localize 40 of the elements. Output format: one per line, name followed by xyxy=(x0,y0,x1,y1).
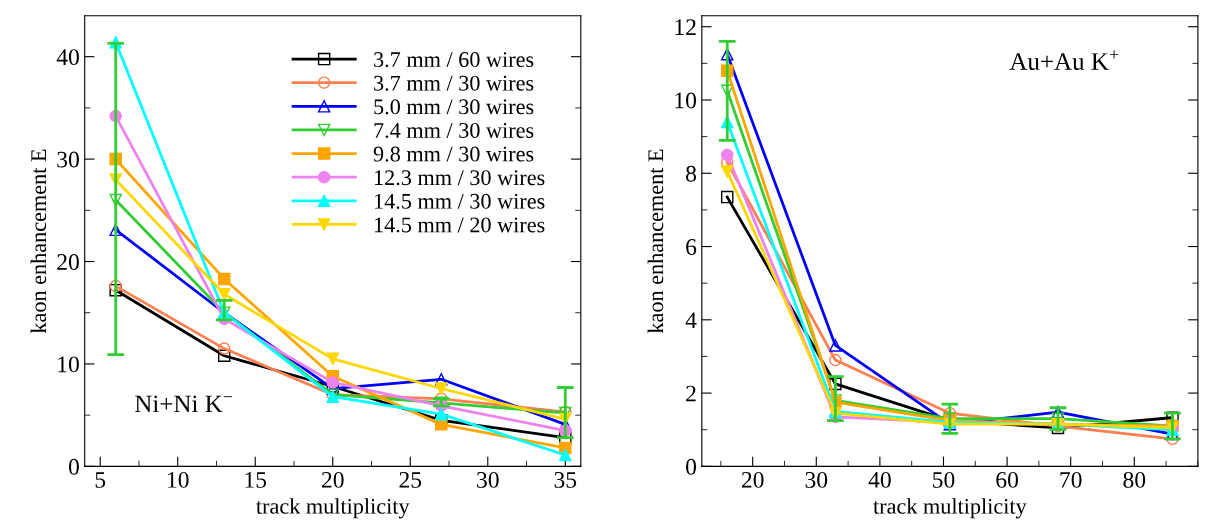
legend-label: 14.5 mm / 30 wires xyxy=(374,193,545,209)
y-tick-label: 10 xyxy=(675,92,697,109)
legend-label: 3.7 mm / 30 wires xyxy=(374,75,534,91)
y-tick-label: 6 xyxy=(686,239,697,255)
legend-label: 3.7 mm / 60 wires xyxy=(374,52,534,68)
y-axis-title: kaon enhancement E xyxy=(30,149,47,334)
annotation: Au+Au K$^{+}$ xyxy=(1009,50,1119,70)
y-tick-label: 4 xyxy=(685,312,697,328)
x-tick-label: 20 xyxy=(741,471,764,488)
y-tick-label: 30 xyxy=(57,151,79,168)
x-tick-label: 10 xyxy=(167,471,189,488)
x-axis-title: track multiplicity xyxy=(873,498,1027,519)
y-tick-label: 10 xyxy=(58,356,79,373)
x-tick-label: 80 xyxy=(1123,471,1146,488)
x-tick-label: 30 xyxy=(805,471,828,488)
y-axis-title: kaon enhancement E xyxy=(647,149,664,334)
legend-label: 12.3 mm / 30 wires xyxy=(374,170,545,186)
y-tick-label: 0 xyxy=(68,458,79,475)
legend-label: 9.8 mm / 30 wires xyxy=(373,146,534,162)
x-tick-label: 15 xyxy=(245,472,267,488)
y-tick-label: 2 xyxy=(686,385,696,402)
x-tick-label: 30 xyxy=(477,471,499,488)
legend-label: 7.4 mm / 30 wires xyxy=(374,122,534,139)
x-tick-label: 25 xyxy=(399,471,422,488)
x-tick-label: 50 xyxy=(933,471,955,488)
x-tick-label: 70 xyxy=(1060,471,1082,488)
x-axis-title: track multiplicity xyxy=(256,498,410,519)
legend-label: 5.0 mm / 30 wires xyxy=(374,99,534,115)
x-tick-label: 35 xyxy=(554,471,577,488)
y-tick-label: 0 xyxy=(686,458,697,475)
x-tick-label: 40 xyxy=(868,471,891,488)
x-tick-label: 60 xyxy=(996,471,1018,488)
annotation: Ni+Ni K$^{−}$ xyxy=(135,395,232,413)
y-tick-label: 40 xyxy=(56,49,79,66)
x-tick-label: 5 xyxy=(95,472,106,488)
y-tick-label: 8 xyxy=(686,165,697,182)
y-tick-label: 12 xyxy=(675,19,696,35)
y-tick-label: 20 xyxy=(57,254,79,270)
x-tick-label: 20 xyxy=(321,471,344,488)
legend-label: 14.5 mm / 20 wires xyxy=(374,217,545,233)
